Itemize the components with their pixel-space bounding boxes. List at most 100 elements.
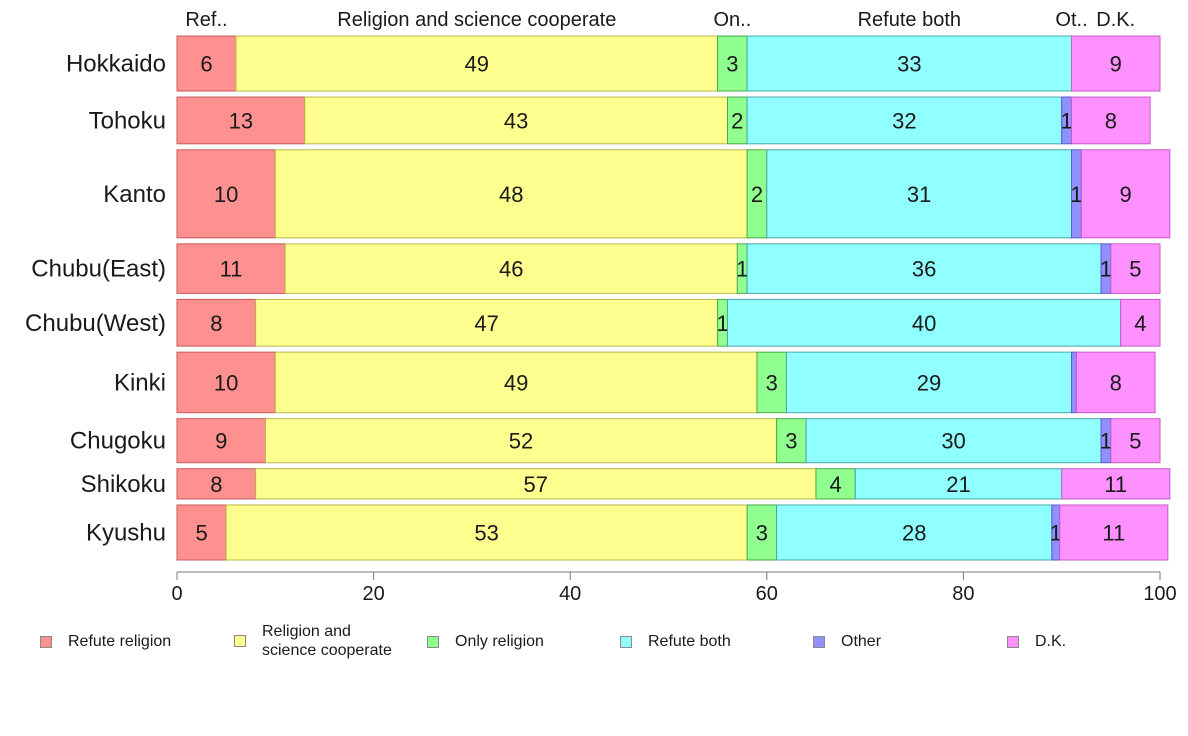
data-label: 29 (917, 370, 941, 395)
bar-segment (1059, 504, 1169, 561)
data-label: 6 (200, 52, 212, 77)
bar-segment (264, 418, 778, 464)
legend-item: D.K. (1007, 632, 1066, 651)
bar-segment (274, 149, 748, 239)
bar-segment (854, 468, 1063, 500)
bar-segment (176, 96, 306, 145)
legend-swatch (234, 635, 246, 647)
bar-segment (304, 96, 728, 145)
legend-item: Refute religion (40, 632, 171, 651)
series-top-label: On.. (713, 9, 751, 31)
legend-swatch (40, 635, 52, 648)
bar-segment (1071, 96, 1151, 145)
data-label: 1 (1070, 182, 1082, 207)
legend-label: D.K. (1035, 633, 1067, 650)
data-label: 47 (474, 311, 498, 336)
legend-item: Religion and science cooperate (234, 622, 392, 660)
data-label: 1 (1060, 108, 1072, 133)
legend-label: Only religion (455, 633, 544, 650)
legend: Refute religion Religion and science coop… (0, 620, 1188, 670)
category-label: Tohoku (89, 107, 166, 134)
data-label: 3 (785, 429, 797, 454)
bar-segment (1075, 351, 1156, 414)
bar-segment (274, 351, 758, 414)
data-label: 28 (902, 520, 926, 545)
legend-item: Refute both (620, 632, 731, 651)
data-label: 40 (912, 311, 936, 336)
bar-segment (176, 468, 257, 500)
bar-segment (1110, 418, 1161, 464)
legend-label: Refute both (648, 633, 731, 650)
data-label: 9 (1119, 182, 1131, 207)
bar-segment (746, 35, 1073, 92)
legend-swatch (1007, 635, 1019, 648)
series-top-label: Ref.. (185, 9, 227, 31)
data-label: 48 (499, 182, 523, 207)
data-label: 8 (1105, 108, 1117, 133)
data-label: 57 (524, 472, 548, 497)
bar-segment (176, 298, 257, 347)
category-label: Chugoku (70, 428, 166, 455)
data-label: 1 (1050, 520, 1062, 545)
data-label: 3 (766, 370, 778, 395)
data-label: 9 (215, 429, 227, 454)
data-label: 10 (214, 370, 238, 395)
data-label: 1 (716, 311, 728, 336)
category-label: Chubu(East) (31, 256, 166, 283)
bar-segment (1120, 298, 1161, 347)
bar-segment (235, 35, 719, 92)
bar-segment (746, 243, 1102, 294)
bar-segment (756, 351, 787, 414)
series-top-label: Refute both (858, 9, 961, 31)
bar-segment (1110, 243, 1161, 294)
data-label: 21 (946, 472, 970, 497)
category-label: Kyushu (86, 519, 166, 546)
x-tick-label: 20 (362, 583, 384, 605)
series-top-label: Ot.. (1055, 9, 1087, 31)
data-label: 5 (1129, 257, 1141, 282)
data-label: 30 (941, 429, 965, 454)
bar-segment (1061, 468, 1171, 500)
legend-label: Other (841, 633, 882, 650)
category-label: Chubu(West) (25, 310, 166, 337)
data-label: 46 (499, 257, 523, 282)
data-label: 10 (214, 182, 238, 207)
data-label: 5 (195, 520, 207, 545)
legend-swatch (813, 635, 825, 648)
data-label: 11 (1102, 520, 1125, 545)
data-label: 43 (504, 108, 528, 133)
bar-segment (284, 243, 738, 294)
data-label: 3 (756, 520, 768, 545)
data-label: 11 (220, 257, 243, 282)
bar-segment (776, 418, 807, 464)
legend-item: Other (813, 632, 881, 651)
data-label: 1 (736, 257, 748, 282)
x-tick-label: 60 (756, 583, 778, 605)
bar-segment (1071, 351, 1077, 414)
bar-segment (746, 96, 1063, 145)
category-label: Shikoku (81, 471, 166, 498)
bar-segment (176, 149, 276, 239)
bar-segment (255, 298, 719, 347)
x-tick-label: 80 (952, 583, 974, 605)
legend-label: Refute religion (68, 633, 172, 650)
data-label: 4 (829, 472, 841, 497)
bar-segment (726, 298, 1122, 347)
data-label: 5 (1129, 429, 1141, 454)
bar-segment (176, 243, 286, 294)
data-label: 33 (897, 52, 921, 77)
bar-segment (815, 468, 856, 500)
data-label: 32 (892, 108, 916, 133)
series-top-label: Religion and science cooperate (337, 9, 616, 31)
legend-item: Only religion (427, 632, 544, 651)
legend-swatch (427, 635, 439, 648)
data-label: 9 (1110, 52, 1122, 77)
data-label: 52 (509, 429, 533, 454)
data-label: 49 (504, 370, 528, 395)
data-label: 1 (1100, 257, 1112, 282)
category-label: Kinki (114, 369, 166, 396)
data-label: 8 (1110, 370, 1122, 395)
bar-segment (785, 351, 1073, 414)
data-label: 11 (1104, 472, 1127, 497)
data-label: 31 (907, 182, 931, 207)
